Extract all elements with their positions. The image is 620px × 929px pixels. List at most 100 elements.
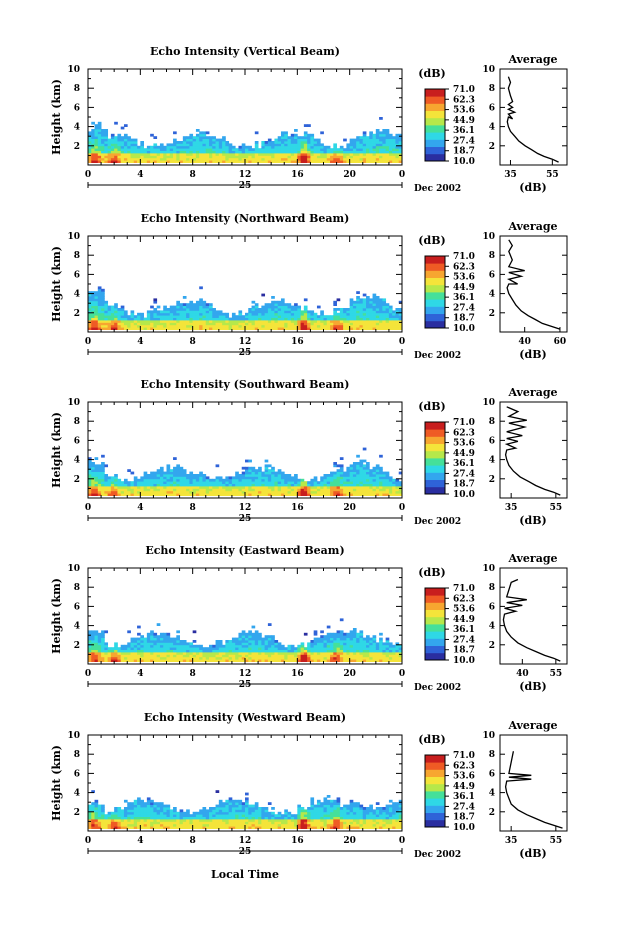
- heatmap-cell: [140, 802, 145, 805]
- heatmap-cell: [333, 300, 337, 304]
- heatmap-cell: [290, 138, 295, 142]
- heatmap-cell: [261, 157, 266, 161]
- heatmap-cell: [271, 155, 275, 159]
- heatmap-cell: [192, 647, 197, 650]
- heatmap-cell: [159, 327, 164, 330]
- heatmap-cell: [137, 819, 141, 822]
- y-axis-label: Height (km): [50, 79, 63, 155]
- heatmap-cell: [97, 635, 102, 638]
- heatmap-cell: [189, 141, 194, 144]
- heatmap-cell: [156, 474, 161, 477]
- heatmap-cell: [189, 823, 194, 827]
- heatmap-cell: [104, 630, 109, 634]
- heatmap-cell: [159, 654, 164, 658]
- heatmap-cell: [140, 823, 145, 827]
- heatmap-cell: [385, 654, 390, 658]
- heatmap-cell: [238, 315, 243, 318]
- heatmap-cell: [271, 153, 275, 156]
- heatmap-cell: [339, 654, 344, 658]
- heatmap-cell: [382, 312, 387, 316]
- heatmap-cell: [264, 145, 269, 149]
- heatmap-cell: [254, 471, 259, 475]
- heatmap-cell: [372, 488, 377, 492]
- avg-y-tick-label: 2: [489, 309, 495, 319]
- heatmap-cell: [336, 488, 341, 492]
- heatmap-cell: [146, 150, 151, 154]
- panel-0: Echo Intensity (Vertical Beam)108642Heig…: [50, 45, 568, 194]
- heatmap-cell: [156, 811, 161, 815]
- heatmap-cell: [228, 327, 233, 330]
- heatmap-cell: [228, 143, 233, 147]
- heatmap-cell: [303, 322, 308, 326]
- heatmap-cell: [97, 809, 102, 813]
- heatmap-cell: [212, 324, 216, 328]
- heatmap-cell: [218, 811, 223, 815]
- heatmap-cell: [330, 644, 334, 648]
- heatmap-cell: [101, 150, 105, 154]
- heatmap-cell: [146, 814, 151, 817]
- heatmap-cell: [218, 322, 223, 326]
- heatmap-cell: [356, 143, 360, 147]
- heatmap-cell: [313, 481, 318, 484]
- heatmap-cell: [241, 143, 246, 147]
- colorbar-swatch: [425, 427, 445, 430]
- heatmap-cell: [362, 471, 367, 475]
- heatmap-cell: [375, 141, 380, 144]
- heatmap-cell: [359, 654, 364, 658]
- heatmap-cell: [356, 481, 360, 484]
- heatmap-cell: [173, 811, 177, 815]
- heatmap-cell: [339, 652, 344, 655]
- heatmap-cell: [189, 488, 194, 492]
- heatmap-cell: [251, 656, 256, 660]
- heatmap-cell: [294, 493, 298, 496]
- heatmap-cell: [323, 160, 328, 163]
- heatmap-cell: [189, 315, 194, 318]
- heatmap-cell: [372, 654, 377, 658]
- heatmap-cell: [156, 804, 161, 808]
- heatmap-cell: [163, 324, 167, 328]
- heatmap-cell: [123, 155, 128, 159]
- heatmap-cell: [398, 145, 403, 149]
- heatmap-cell: [159, 823, 164, 827]
- heatmap-cell: [140, 642, 145, 646]
- heatmap-cell: [398, 647, 403, 650]
- heatmap-cell: [166, 493, 171, 496]
- heatmap-cell: [133, 324, 138, 328]
- heatmap-cell: [150, 305, 154, 309]
- heatmap-cell: [333, 464, 337, 468]
- heatmap-cell: [153, 320, 158, 323]
- heatmap-cell: [163, 493, 167, 496]
- heatmap-cell: [388, 308, 393, 311]
- heatmap-cell: [173, 150, 177, 154]
- heatmap-cell: [120, 160, 125, 163]
- heatmap-cell: [137, 478, 141, 482]
- heatmap-cell: [104, 488, 109, 492]
- heatmap-cell: [343, 315, 347, 318]
- heatmap-cell: [202, 652, 207, 655]
- heatmap-cell: [248, 474, 252, 477]
- heatmap-cell: [130, 659, 135, 662]
- heatmap-cell: [156, 647, 161, 650]
- heatmap-cell: [382, 476, 387, 480]
- heatmap-cell: [205, 138, 210, 142]
- heatmap-cell: [343, 320, 347, 323]
- heatmap-cell: [271, 481, 275, 484]
- heatmap-cell: [375, 300, 380, 304]
- heatmap-cell: [362, 298, 367, 302]
- heatmap-cell: [97, 126, 102, 130]
- heatmap-cell: [294, 157, 298, 161]
- heatmap-cell: [91, 291, 95, 294]
- colorbar-swatch: [425, 447, 445, 450]
- heatmap-cell: [336, 474, 341, 477]
- heatmap-cell: [199, 320, 203, 323]
- heatmap-cell: [182, 647, 187, 650]
- heatmap-cell: [130, 155, 135, 159]
- heatmap-cell: [127, 647, 131, 650]
- heatmap-cell: [153, 659, 158, 662]
- heatmap-cell: [388, 652, 393, 655]
- colorbar-swatch: [425, 618, 445, 621]
- heatmap-cell: [159, 143, 164, 147]
- heatmap-cell: [169, 310, 174, 314]
- heatmap-cell: [287, 490, 292, 494]
- heatmap-cell: [182, 814, 187, 817]
